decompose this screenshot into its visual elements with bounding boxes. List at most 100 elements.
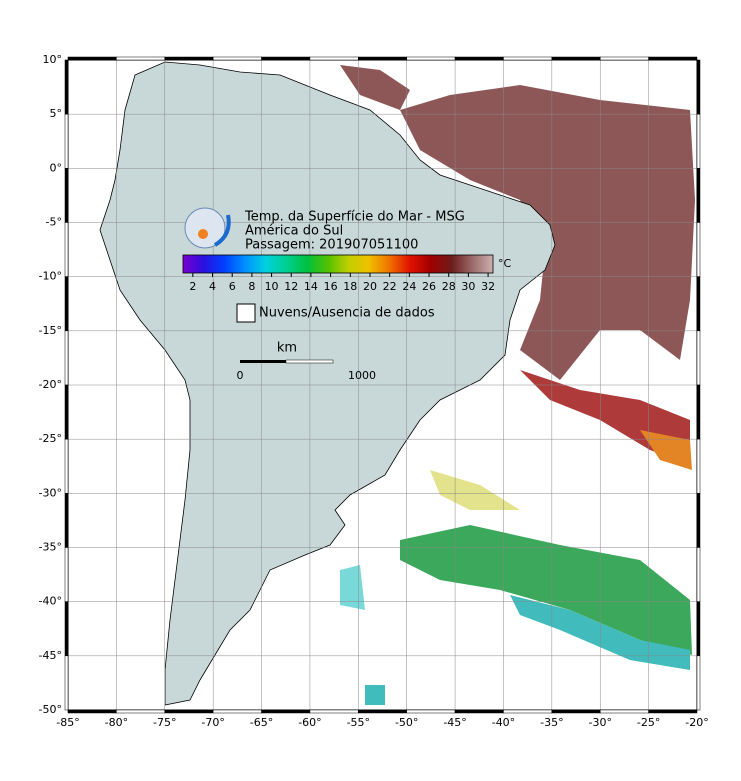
y-tick-label: -20° [39,378,62,391]
x-tick-label: -60° [298,716,321,729]
frame-segment [64,655,69,711]
frame-segment [696,438,701,494]
y-tick-label: -40° [39,595,62,608]
colorbar-tick-label: 20 [363,280,377,293]
colorbar-tick-label: 16 [324,280,338,293]
frame-segment [212,709,262,714]
x-tick-label: -45° [443,716,466,729]
colorbar-bar [182,254,494,274]
frame-segment [261,56,311,61]
frame-segment [64,168,69,223]
colorbar-tick-label: 10 [265,280,279,293]
frame-segment [64,493,69,548]
y-tick-label: -30° [39,486,62,499]
frame-segment [64,601,69,657]
frame-segment [696,384,701,440]
colorbar-tick-label: 18 [343,280,357,293]
y-tick-label: -35° [39,541,62,554]
colorbar: 2 4 6 8 10 12 14 16 18 20 22 24 26 28 30 32 [182,254,495,293]
frame-segment [64,113,69,169]
y-tick-label: -25° [39,432,62,445]
title-line: Passagem: 201907051100 [245,238,418,253]
frame-segment [164,709,214,714]
frame-segment [696,113,701,169]
colorbar-tick-label: 12 [284,280,298,293]
y-tick-label: -45° [39,649,62,662]
frame-segment [358,56,407,61]
y-tick-label: -5° [46,216,62,229]
frame-segment [696,493,701,548]
frame-segment [696,168,701,223]
y-tick-label: 5° [50,107,63,120]
frame-segment [696,601,701,657]
scale-tick: 0 [237,369,244,382]
frame-segment [212,56,262,61]
scale-unit: km [277,341,297,356]
x-tick-label: -50° [395,716,418,729]
colorbar-unit: °C [498,257,512,270]
frame-segment [648,709,698,714]
x-tick-label: -25° [637,716,660,729]
legend-label: Nuvens/Ausencia de dados [259,306,435,321]
frame-segment [406,56,456,61]
x-tick-label: -65° [250,716,273,729]
colorbar-tick-label: 2 [189,280,196,293]
frame-segment [454,709,504,714]
y-tick-label: -15° [39,324,62,337]
y-tick-label: -50° [39,703,62,716]
colorbar-tick-label: 24 [402,280,416,293]
x-tick-label: -20° [685,716,708,729]
x-tick-label: -70° [201,716,224,729]
frame-segment [116,709,166,714]
colorbar-tick-label: 6 [229,280,236,293]
frame-segment [648,56,698,61]
frame-segment [599,709,649,714]
frame-segment [64,547,69,602]
frame-segment [599,56,649,61]
frame-segment [64,330,69,386]
logo [184,207,231,249]
frame-segment [64,384,69,440]
frame-segment [64,59,69,115]
y-tick-label: -10° [39,270,62,283]
x-tick-label: -30° [588,716,611,729]
colorbar-tick-label: 30 [461,280,475,293]
x-tick-label: -80° [105,716,128,729]
frame-segment [696,547,701,602]
frame-segment [503,56,553,61]
y-tick-label: 0° [50,161,63,174]
frame-segment [64,222,69,277]
x-tick-label: -40° [492,716,515,729]
frame-segment [116,56,166,61]
frame-segment [696,59,701,115]
colorbar-tick-label: 22 [383,280,397,293]
colorbar-tick-label: 26 [422,280,436,293]
frame-segment [164,56,214,61]
frame-segment [261,709,311,714]
frame-segment [696,276,701,332]
scale-bar [240,359,334,364]
x-tick-label: -75° [153,716,176,729]
frame-segment [551,709,601,714]
frame-segment [67,709,117,714]
colorbar-tick-label: 4 [209,280,216,293]
frame-segment [551,56,601,61]
frame-segment [696,655,701,711]
scale-tick: 1000 [348,369,376,382]
legend-swatch [236,303,256,323]
colorbar-tick-label: 32 [481,280,495,293]
frame-segment [309,56,359,61]
frame-segment [454,56,504,61]
frame-segment [309,709,359,714]
y-tick-label: 10° [43,53,63,66]
frame-segment [696,330,701,386]
title-line: América do Sul [245,224,343,239]
colorbar-tick-label: 8 [248,280,255,293]
title-line: Temp. da Superfície do Mar - MSG [244,210,465,225]
frame-segment [696,222,701,277]
frame-segment [503,709,553,714]
frame-segment [406,709,456,714]
colorbar-tick-label: 14 [304,280,318,293]
colorbar-tick-label: 28 [442,280,456,293]
